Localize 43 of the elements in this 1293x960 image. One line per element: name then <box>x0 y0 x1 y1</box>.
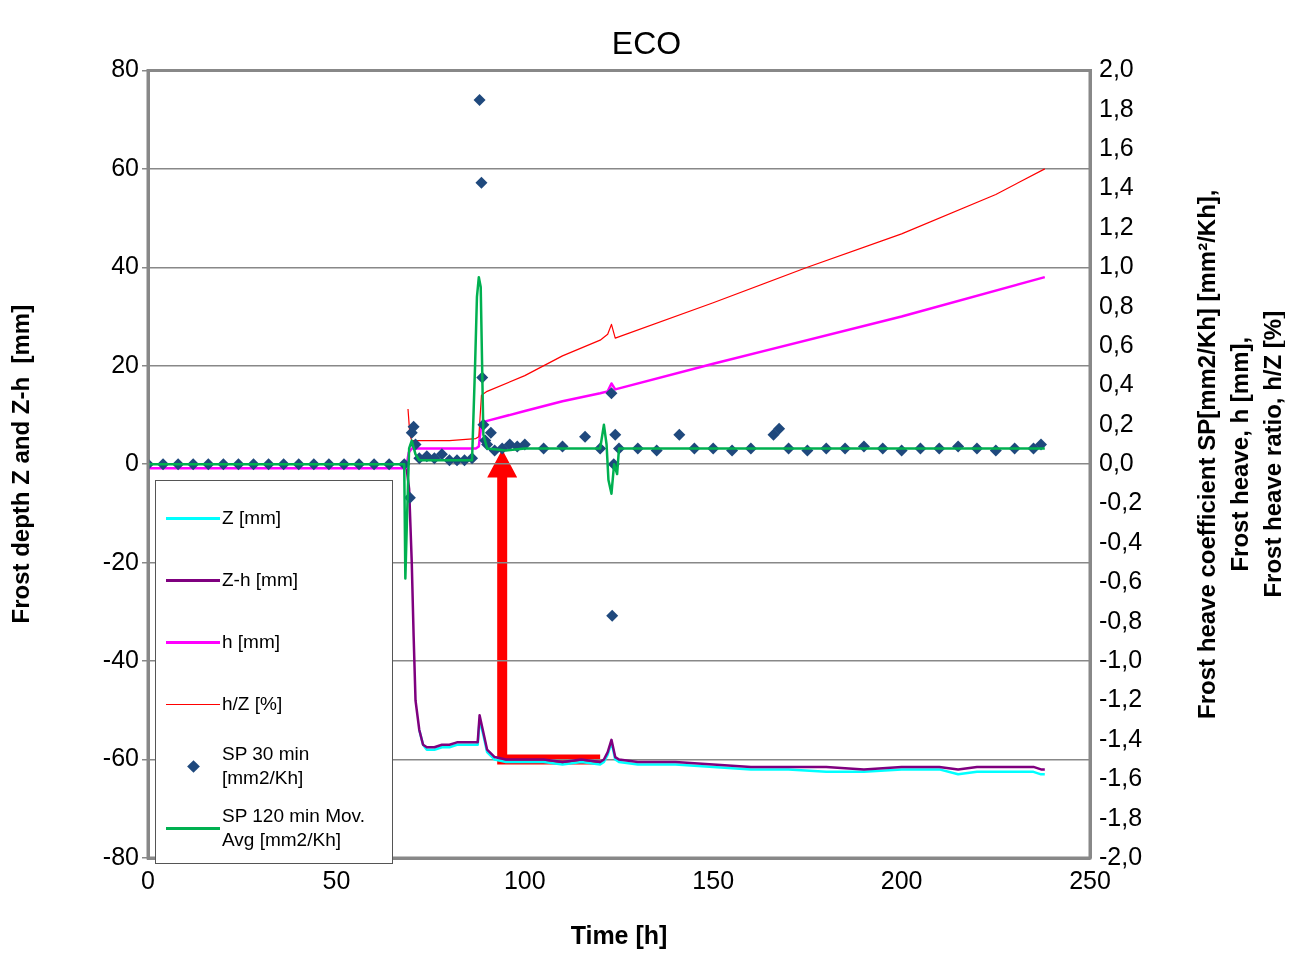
y2-tick-label: 0,8 <box>1099 290 1134 319</box>
y-tick-label: -20 <box>102 546 139 575</box>
y2-axis-title: Frost heave coefficient SP[mm2/Kh] [mm²/Kh], Frost heave, h [mm], Frost heave ratio, h/Z [%] <box>1192 189 1286 719</box>
y-tick-label: 80 <box>111 54 139 83</box>
chart-title: ECO <box>611 25 682 62</box>
y2-tick-label: -1,8 <box>1099 802 1143 831</box>
y-tick-label: -80 <box>102 841 139 870</box>
x-tick-label: 50 <box>322 865 351 894</box>
y2-tick-label: 1,6 <box>1099 133 1134 162</box>
y2-tick-label: 0,2 <box>1099 408 1134 437</box>
y-tick-label: 20 <box>111 349 139 378</box>
y-tick-label: 40 <box>111 251 139 280</box>
y2-tick-label: -0,6 <box>1099 566 1143 595</box>
y-axis-title: Frost depth Z and Z-h [mm] <box>7 304 35 624</box>
x-tick-label: 150 <box>692 865 735 894</box>
legend-label: Z-h [mm] <box>222 568 298 592</box>
x-axis-title: Time [h] <box>570 920 668 949</box>
legend-label: SP 30 min [mm2/Kh] <box>222 742 311 790</box>
legend-label: h [mm] <box>222 630 281 654</box>
y2-tick-label: 1,8 <box>1099 93 1134 122</box>
y-tick-label: 60 <box>111 152 139 181</box>
y2-tick-label: 0,4 <box>1099 369 1134 398</box>
y2-tick-label: -0,2 <box>1099 487 1143 516</box>
y-tick-label: 0 <box>125 448 139 477</box>
y2-tick-label: 0,0 <box>1099 448 1134 477</box>
y2-tick-label: -1,0 <box>1099 644 1143 673</box>
y2-tick-label: -0,4 <box>1099 526 1143 555</box>
y2-tick-label: 2,0 <box>1099 54 1134 83</box>
y2-tick-label: 0,6 <box>1099 329 1134 358</box>
y2-tick-label: -1,6 <box>1099 763 1143 792</box>
legend-label: Z [mm] <box>222 506 282 530</box>
x-tick-label: 200 <box>880 865 923 894</box>
y-tick-label: -40 <box>102 644 139 673</box>
y2-tick-label: -1,4 <box>1099 723 1143 752</box>
legend-label: h/Z [%] <box>222 692 283 716</box>
y2-tick-label: -1,2 <box>1099 684 1143 713</box>
y2-tick-label: -0,8 <box>1099 605 1143 634</box>
y-tick-label: -60 <box>102 743 139 772</box>
y2-tick-label: 1,4 <box>1099 172 1134 201</box>
y2-tick-label: 1,2 <box>1099 211 1134 240</box>
x-tick-label: 100 <box>503 865 546 894</box>
legend-label: SP 120 min Mov. Avg [mm2/Kh] <box>222 804 366 852</box>
y2-tick-label: 1,0 <box>1099 251 1134 280</box>
